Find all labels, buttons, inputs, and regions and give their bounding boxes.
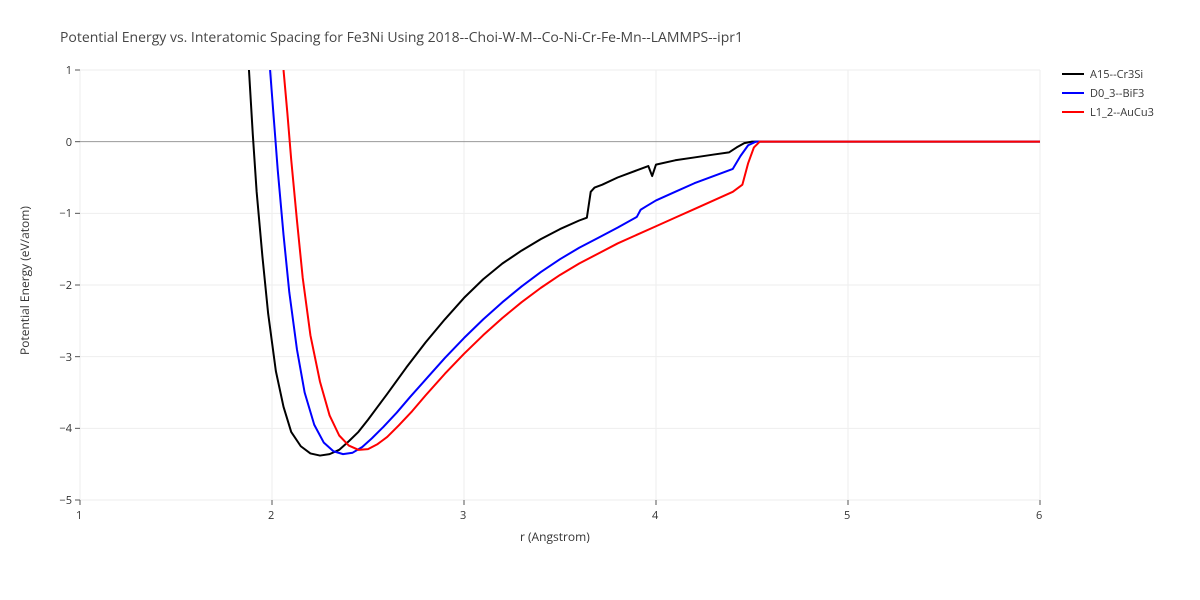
chart-svg[interactable] <box>0 0 1200 600</box>
series-line[interactable] <box>249 70 1040 456</box>
chart-title: Potential Energy vs. Interatomic Spacing… <box>60 28 743 47</box>
x-tick-label: 1 <box>76 508 82 523</box>
y-axis-label: Potential Energy (eV/atom) <box>16 206 33 355</box>
x-tick-label: 4 <box>652 508 658 523</box>
series-line[interactable] <box>284 70 1040 450</box>
y-tick-label: −1 <box>59 206 72 221</box>
legend-label[interactable]: D0_3--BiF3 <box>1090 86 1144 101</box>
y-tick-label: 0 <box>66 135 72 150</box>
legend-label[interactable]: L1_2--AuCu3 <box>1090 105 1154 120</box>
y-tick-label: −2 <box>59 278 72 293</box>
x-tick-label: 2 <box>268 508 274 523</box>
y-tick-label: −5 <box>59 493 72 508</box>
x-tick-label: 6 <box>1036 508 1042 523</box>
x-tick-label: 3 <box>460 508 466 523</box>
x-axis-label: r (Angstrom) <box>520 528 590 545</box>
y-tick-label: 1 <box>66 63 72 78</box>
y-tick-label: −3 <box>59 350 72 365</box>
x-tick-label: 5 <box>844 508 850 523</box>
legend-label[interactable]: A15--Cr3Si <box>1090 67 1143 82</box>
y-tick-label: −4 <box>59 421 72 436</box>
